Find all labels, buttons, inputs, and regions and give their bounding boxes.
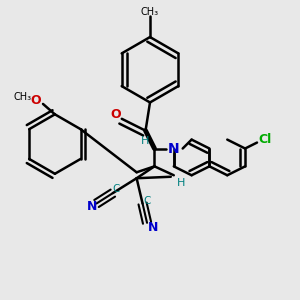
Text: O: O <box>30 94 41 107</box>
Text: N: N <box>168 142 180 155</box>
Text: O: O <box>110 108 121 121</box>
Text: N: N <box>148 221 158 234</box>
Text: C: C <box>143 196 151 206</box>
Text: N: N <box>87 200 97 213</box>
Text: C: C <box>112 184 119 194</box>
Text: H: H <box>141 136 150 146</box>
Text: CH₃: CH₃ <box>141 7 159 17</box>
Text: H: H <box>177 178 185 188</box>
Text: Cl: Cl <box>259 133 272 146</box>
Text: CH₃: CH₃ <box>14 92 32 101</box>
